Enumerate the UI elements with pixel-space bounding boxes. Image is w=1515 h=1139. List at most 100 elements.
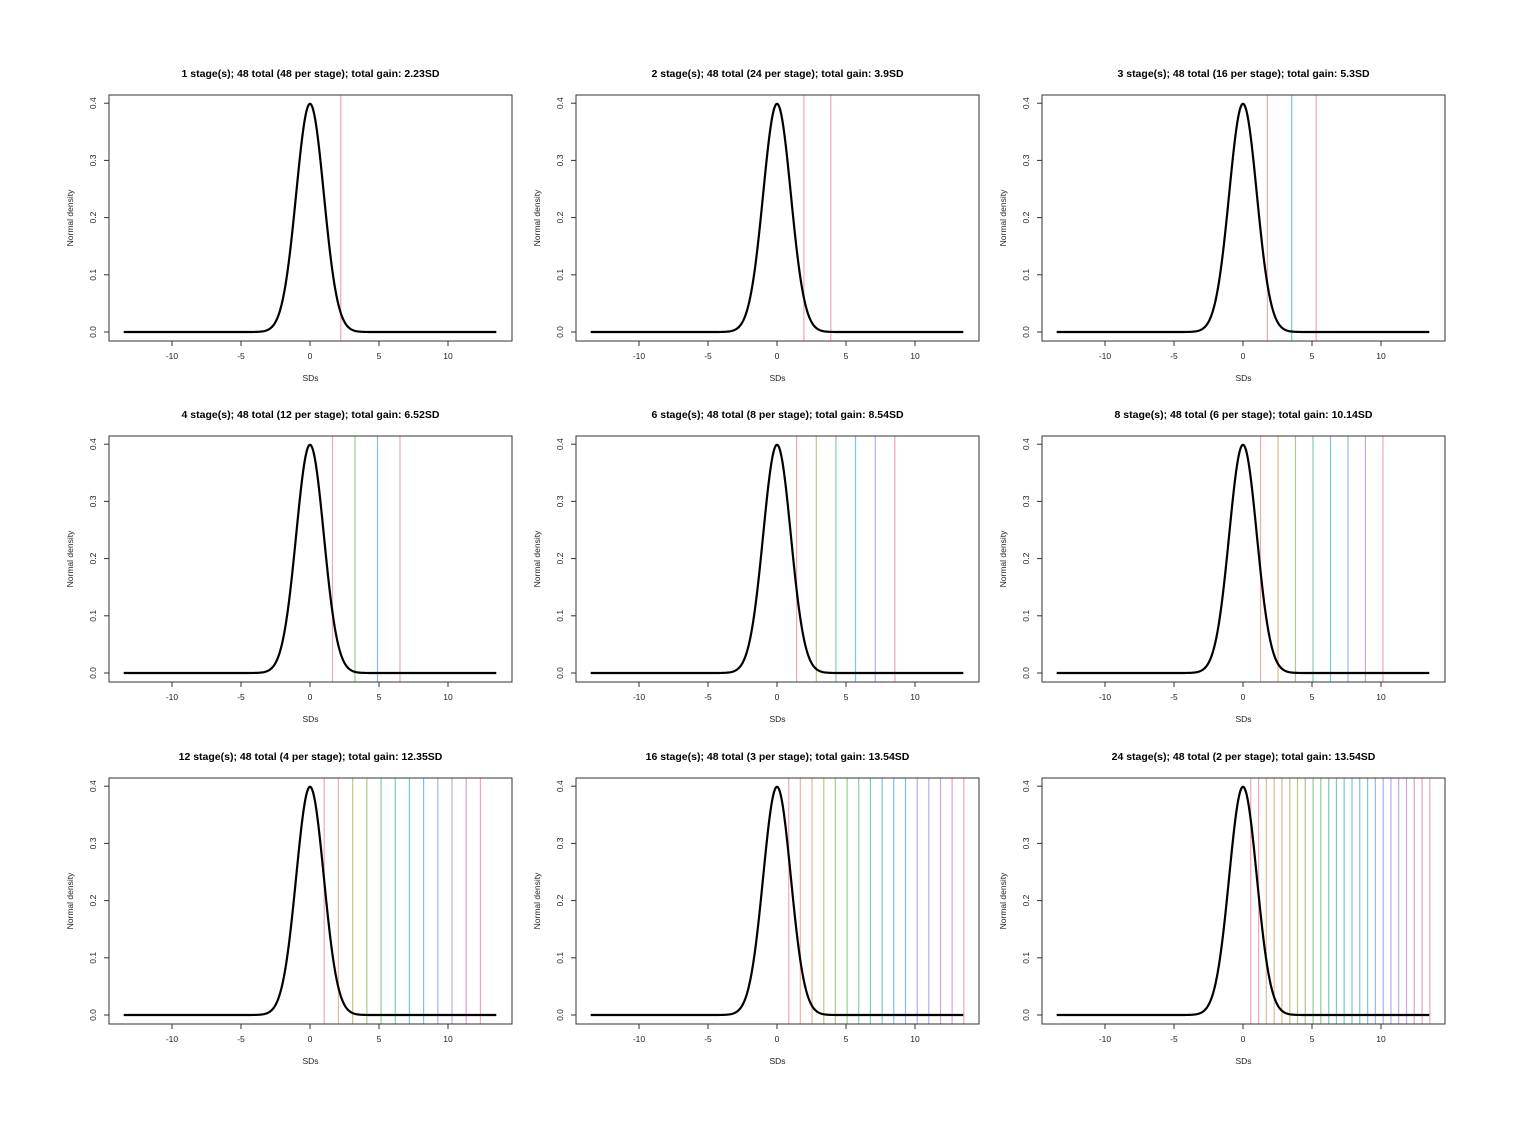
panel-5: 6 stage(s); 48 total (8 per stage); tota… (532, 409, 980, 724)
x-tick-label: -10 (166, 351, 179, 361)
x-tick-label: -5 (704, 351, 712, 361)
x-tick-label: 10 (910, 1034, 920, 1044)
y-tick-label: 0.3 (1021, 154, 1031, 166)
density-curve (123, 443, 497, 675)
panel-3: 3 stage(s); 48 total (16 per stage); tot… (998, 68, 1446, 383)
x-axis-label: SDs (1235, 373, 1251, 383)
y-tick-label: 0.3 (88, 495, 98, 507)
x-tick-label: -5 (1170, 351, 1178, 361)
x-axis-label: SDs (302, 1056, 318, 1066)
x-tick-label: 10 (910, 351, 920, 361)
y-tick-label: 0.1 (555, 952, 565, 964)
y-axis-label: Normal density (65, 189, 75, 246)
y-axis-label: Normal density (65, 530, 75, 587)
x-tick-label: 5 (377, 692, 382, 702)
x-tick-label: 5 (377, 1034, 382, 1044)
density-curve (590, 102, 964, 334)
panel-9: 24 stage(s); 48 total (2 per stage); tot… (998, 751, 1446, 1066)
x-tick-label: 0 (308, 351, 313, 361)
y-tick-label: 0.3 (1021, 837, 1031, 849)
panel-title: 12 stage(s); 48 total (4 per stage); tot… (179, 751, 443, 763)
x-tick-label: -10 (166, 1034, 179, 1044)
panel-title: 1 stage(s); 48 total (48 per stage); tot… (182, 68, 440, 80)
x-axis-label: SDs (302, 373, 318, 383)
y-tick-label: 0.2 (555, 552, 565, 564)
x-tick-label: 10 (1376, 1034, 1386, 1044)
x-tick-label: -10 (633, 351, 646, 361)
x-tick-label: 5 (844, 1034, 849, 1044)
x-tick-label: -5 (704, 692, 712, 702)
panel-8: 16 stage(s); 48 total (3 per stage); tot… (532, 751, 980, 1066)
y-tick-label: 0.0 (1021, 667, 1031, 679)
panel-7: 12 stage(s); 48 total (4 per stage); tot… (65, 751, 513, 1066)
y-tick-label: 0.1 (88, 952, 98, 964)
y-tick-label: 0.3 (555, 154, 565, 166)
x-tick-label: 0 (775, 1034, 780, 1044)
y-tick-label: 0.3 (555, 837, 565, 849)
density-curve (590, 785, 964, 1017)
x-tick-label: -5 (237, 351, 245, 361)
plot-box (575, 777, 980, 1025)
plot-box (575, 94, 980, 342)
plot-box (108, 94, 513, 342)
y-axis-label: Normal density (998, 872, 1008, 929)
x-tick-label: 0 (1241, 351, 1246, 361)
x-tick-label: 0 (1241, 692, 1246, 702)
x-tick-label: -10 (1099, 351, 1112, 361)
y-tick-label: 0.2 (88, 211, 98, 223)
x-tick-label: 10 (1376, 351, 1386, 361)
panel-6: 8 stage(s); 48 total (6 per stage); tota… (998, 409, 1446, 724)
panel-title: 6 stage(s); 48 total (8 per stage); tota… (651, 409, 903, 421)
y-tick-label: 0.0 (1021, 326, 1031, 338)
x-tick-label: 10 (443, 1034, 453, 1044)
x-tick-label: 0 (308, 692, 313, 702)
y-tick-label: 0.2 (88, 894, 98, 906)
panel-title: 24 stage(s); 48 total (2 per stage); tot… (1112, 751, 1376, 763)
x-tick-label: 5 (1310, 1034, 1315, 1044)
x-tick-label: -5 (704, 1034, 712, 1044)
y-tick-label: 0.1 (1021, 952, 1031, 964)
x-tick-label: -5 (237, 692, 245, 702)
x-tick-label: -5 (1170, 1034, 1178, 1044)
x-axis-label: SDs (769, 714, 785, 724)
y-tick-label: 0.1 (88, 610, 98, 622)
x-tick-label: 0 (775, 351, 780, 361)
x-tick-label: 5 (1310, 351, 1315, 361)
y-tick-label: 0.0 (555, 667, 565, 679)
y-tick-label: 0.3 (1021, 495, 1031, 507)
y-tick-label: 0.2 (88, 552, 98, 564)
x-axis-label: SDs (769, 373, 785, 383)
y-tick-label: 0.0 (88, 1009, 98, 1021)
density-curve (1056, 102, 1430, 334)
x-tick-label: -10 (166, 692, 179, 702)
y-tick-label: 0.3 (88, 154, 98, 166)
x-tick-label: 5 (1310, 692, 1315, 702)
density-curve (123, 785, 497, 1017)
y-tick-label: 0.1 (555, 269, 565, 281)
x-axis-label: SDs (1235, 714, 1251, 724)
density-curve (1056, 785, 1430, 1017)
panel-title: 8 stage(s); 48 total (6 per stage); tota… (1115, 409, 1373, 421)
y-tick-label: 0.1 (88, 269, 98, 281)
y-tick-label: 0.2 (555, 894, 565, 906)
y-axis-label: Normal density (532, 530, 542, 587)
y-tick-label: 0.0 (88, 326, 98, 338)
y-tick-label: 0.0 (555, 1009, 565, 1021)
plot-box (1041, 94, 1446, 342)
y-axis-label: Normal density (998, 530, 1008, 587)
y-tick-label: 0.2 (555, 211, 565, 223)
panel-title: 4 stage(s); 48 total (12 per stage); tot… (182, 409, 440, 421)
y-tick-label: 0.4 (555, 780, 565, 792)
x-tick-label: -10 (1099, 692, 1112, 702)
x-tick-label: 5 (377, 351, 382, 361)
x-tick-label: -5 (237, 1034, 245, 1044)
y-axis-label: Normal density (998, 189, 1008, 246)
y-tick-label: 0.4 (1021, 438, 1031, 450)
y-tick-label: 0.0 (88, 667, 98, 679)
y-tick-label: 0.4 (555, 438, 565, 450)
panel-2: 2 stage(s); 48 total (24 per stage); tot… (532, 68, 980, 383)
panel-title: 16 stage(s); 48 total (3 per stage); tot… (646, 751, 910, 763)
x-tick-label: 10 (1376, 692, 1386, 702)
